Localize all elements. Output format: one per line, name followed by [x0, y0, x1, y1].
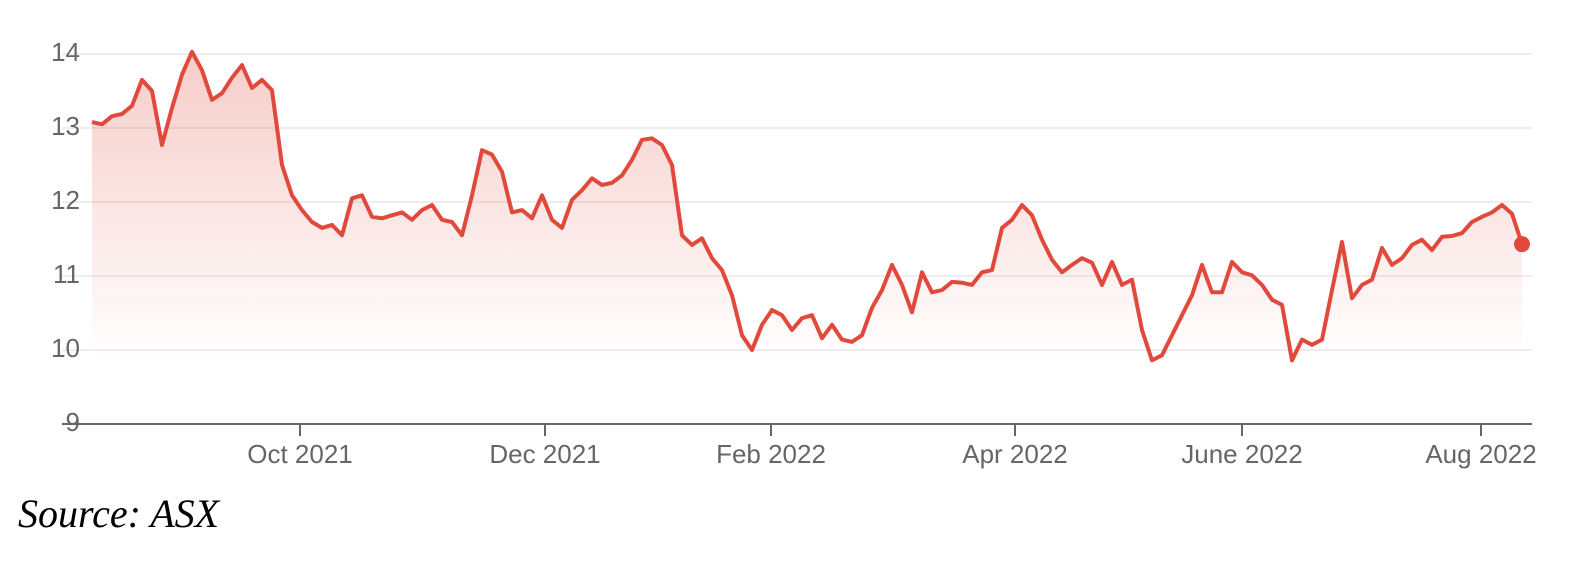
source-note: Source: ASX: [18, 491, 221, 536]
y-tick-label: 14: [51, 37, 80, 67]
x-tick-label: Aug 2022: [1425, 439, 1536, 469]
y-tick-label: 9: [66, 407, 80, 437]
end-point: [1514, 236, 1530, 253]
y-tick-label: 10: [51, 333, 80, 363]
x-tick-label: Apr 2022: [962, 439, 1068, 469]
x-tick-label: Dec 2021: [489, 439, 600, 469]
area-fill: [92, 51, 1522, 361]
x-tick-label: June 2022: [1181, 439, 1302, 469]
y-tick-label: 12: [51, 185, 80, 215]
y-tick-label: 11: [53, 259, 80, 289]
x-tick-label: Oct 2021: [247, 439, 353, 469]
y-tick-label: 13: [51, 111, 80, 141]
price-line: [91, 49, 1524, 363]
x-tick-label: Feb 2022: [716, 439, 826, 469]
